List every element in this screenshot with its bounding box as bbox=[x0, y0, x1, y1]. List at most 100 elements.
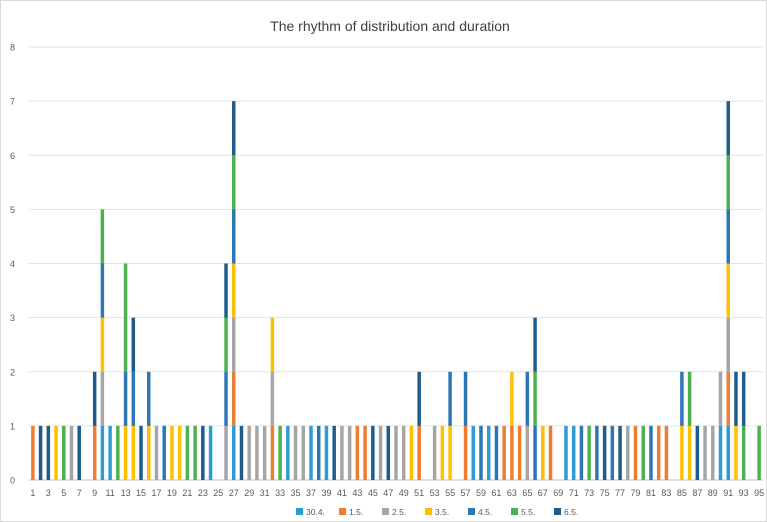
bar-segment bbox=[703, 425, 707, 480]
x-tick-label: 19 bbox=[167, 488, 177, 498]
bar-segment bbox=[147, 425, 151, 480]
x-tick-label: 5 bbox=[61, 488, 66, 498]
x-tick-label: 41 bbox=[337, 488, 347, 498]
bar-segment bbox=[687, 425, 692, 480]
bar-segment bbox=[347, 425, 352, 480]
x-tick-label: 69 bbox=[553, 488, 563, 498]
bar-segment bbox=[618, 425, 622, 480]
bar-segment bbox=[440, 425, 445, 480]
bar-segment bbox=[100, 317, 105, 372]
bar-segment bbox=[525, 425, 530, 480]
bar-segment bbox=[31, 425, 35, 480]
bar-segment bbox=[116, 425, 120, 480]
bar-segment bbox=[301, 425, 306, 480]
bar-segment bbox=[239, 425, 244, 480]
bar-segment bbox=[147, 371, 151, 426]
bar-segment bbox=[726, 317, 730, 372]
x-tick-label: 45 bbox=[368, 488, 378, 498]
legend-label: 6.5. bbox=[564, 507, 578, 517]
bar-segment bbox=[401, 425, 406, 480]
legend-swatch bbox=[296, 508, 303, 515]
bar-segment bbox=[726, 425, 730, 480]
bar-segment bbox=[100, 263, 105, 318]
bars bbox=[31, 101, 761, 480]
bar-segment bbox=[448, 425, 452, 480]
x-tick-label: 43 bbox=[352, 488, 362, 498]
y-tick-label: 1 bbox=[10, 421, 15, 431]
bar-segment bbox=[69, 425, 74, 480]
bar-segment bbox=[633, 425, 638, 480]
bar-segment bbox=[726, 263, 730, 318]
bar-segment bbox=[641, 425, 645, 480]
legend-swatch bbox=[425, 508, 432, 515]
x-tick-label: 3 bbox=[46, 488, 51, 498]
bar-segment bbox=[533, 371, 537, 426]
x-tick-label: 47 bbox=[383, 488, 393, 498]
bar-segment bbox=[525, 371, 530, 426]
bar-segment bbox=[123, 371, 128, 426]
bar-segment bbox=[309, 425, 313, 480]
y-tick-label: 4 bbox=[10, 259, 15, 269]
bar-segment bbox=[201, 425, 205, 480]
bar-segment bbox=[486, 425, 491, 480]
bar-segment bbox=[131, 371, 136, 426]
bar-segment bbox=[757, 425, 761, 480]
bar-segment bbox=[224, 371, 228, 426]
y-tick-label: 7 bbox=[10, 97, 15, 107]
x-tick-label: 53 bbox=[430, 488, 440, 498]
bar-segment bbox=[541, 425, 545, 480]
bar-segment bbox=[471, 425, 476, 480]
y-tick-label: 2 bbox=[10, 367, 15, 377]
bar-segment bbox=[224, 425, 228, 480]
x-tick-label: 17 bbox=[151, 488, 161, 498]
bar-segment bbox=[100, 425, 105, 480]
bar-segment bbox=[664, 425, 669, 480]
x-tick-label: 29 bbox=[244, 488, 254, 498]
x-tick-label: 75 bbox=[600, 488, 610, 498]
bar-segment bbox=[726, 101, 730, 156]
x-tick-label: 25 bbox=[213, 488, 223, 498]
bar-segment bbox=[587, 425, 591, 480]
bar-segment bbox=[463, 425, 468, 480]
x-tick-label: 23 bbox=[198, 488, 208, 498]
legend-swatch bbox=[339, 508, 346, 515]
bar-segment bbox=[564, 425, 568, 480]
bar-segment bbox=[571, 425, 576, 480]
bar-segment bbox=[734, 425, 738, 480]
x-tick-label: 89 bbox=[708, 488, 718, 498]
legend-label: 2.5. bbox=[392, 507, 406, 517]
x-tick-label: 35 bbox=[291, 488, 301, 498]
bar-segment bbox=[54, 425, 58, 480]
bar-segment bbox=[626, 425, 630, 480]
bar-segment bbox=[108, 425, 112, 480]
bar-segment bbox=[479, 425, 483, 480]
y-axis-ticks: 0 1 2 3 4 5 6 7 8 bbox=[10, 43, 15, 486]
x-tick-label: 55 bbox=[445, 488, 455, 498]
bar-segment bbox=[170, 425, 174, 480]
x-tick-label: 27 bbox=[229, 488, 239, 498]
bar-segment bbox=[432, 425, 437, 480]
bar-segment bbox=[332, 425, 336, 480]
x-tick-label: 1 bbox=[30, 488, 35, 498]
legend-label: 4.5. bbox=[478, 507, 492, 517]
bar-segment bbox=[610, 425, 615, 480]
bar-segment bbox=[711, 425, 715, 480]
legend: 30.4. 1.5. 2.5. 3.5. 4.5. 5.5. 6.5. bbox=[296, 507, 578, 517]
x-tick-label: 59 bbox=[476, 488, 486, 498]
bar-segment bbox=[340, 425, 344, 480]
x-axis-ticks: 1 3 5 7 9 11 13 15 17 19 21 23 25 27 29 31 33 35 37 39 41 43 4… bbox=[30, 488, 764, 498]
legend-swatch bbox=[554, 508, 561, 515]
bar-segment bbox=[726, 371, 730, 426]
x-tick-label: 13 bbox=[121, 488, 131, 498]
x-tick-label: 15 bbox=[136, 488, 146, 498]
legend-label: 30.4. bbox=[306, 507, 325, 517]
bar-segment bbox=[92, 371, 97, 426]
bar-segment bbox=[131, 425, 136, 480]
bar-segment bbox=[131, 317, 136, 372]
x-tick-label: 81 bbox=[646, 488, 656, 498]
legend-label: 1.5. bbox=[349, 507, 363, 517]
x-tick-label: 21 bbox=[182, 488, 192, 498]
bar-segment bbox=[270, 371, 275, 426]
x-tick-label: 9 bbox=[92, 488, 97, 498]
bar-segment bbox=[718, 371, 723, 426]
